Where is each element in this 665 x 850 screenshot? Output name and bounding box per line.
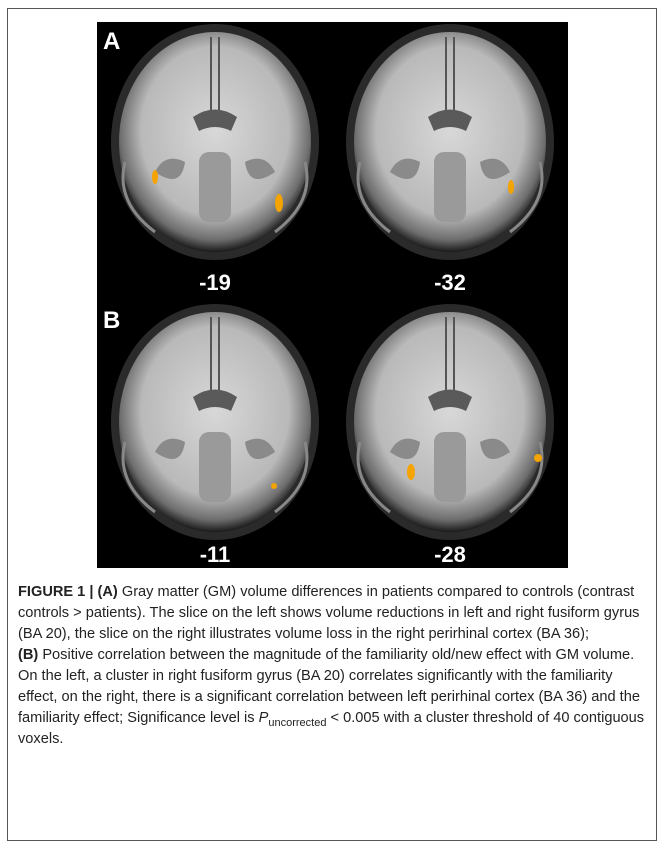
brain-slice [111,304,319,540]
caption-part-label: (B) [18,647,38,663]
figure-caption: FIGURE 1 | (A) Gray matter (GM) volume d… [18,582,652,750]
panel-letter: B [103,307,120,334]
slice-label: -32 [434,270,466,295]
brain-slice [346,24,554,260]
panel-letter: A [103,28,120,55]
p-subscript: uncorrected [268,717,326,729]
brain-slice [346,304,554,540]
brain-slice [111,24,319,260]
slice-label: -19 [199,270,231,295]
page: A -19 -32 B -11 -28 FIGURE 1 | (A) Gray … [0,0,665,850]
caption-part-label: (A) [98,584,118,600]
p-symbol: P [259,710,269,726]
figure-image: A -19 -32 B -11 -28 [97,22,568,568]
slice-label: -11 [200,542,231,567]
slice-label: -28 [434,542,466,567]
caption-label: FIGURE 1 | [18,584,93,600]
